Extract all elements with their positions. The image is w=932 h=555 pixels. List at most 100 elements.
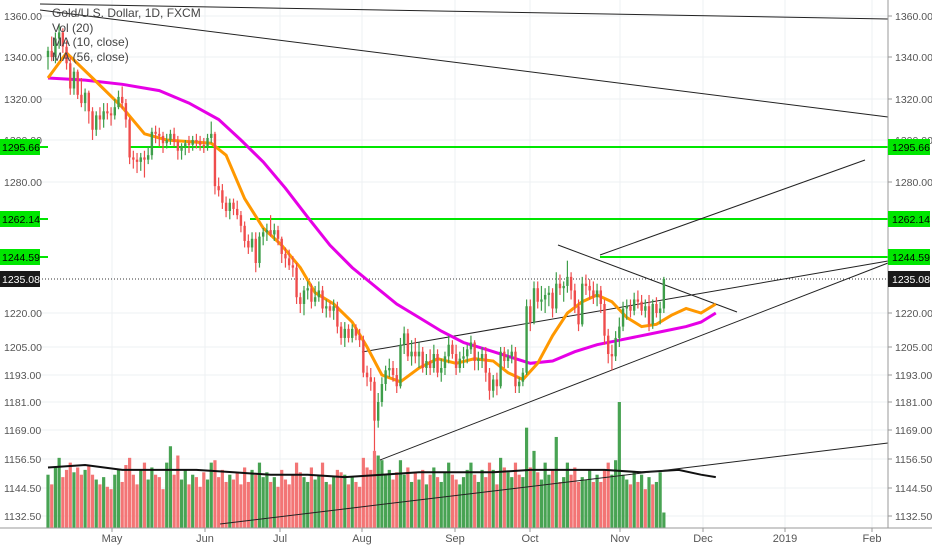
candle-body [172,133,176,142]
volume-bar [647,477,651,528]
volume-bar [495,484,499,528]
volume-bar [343,474,347,528]
candle-body [351,328,354,338]
volume-bar [272,477,276,528]
candle-body [217,186,220,191]
volume-bar [265,472,269,528]
candle-body [184,143,187,147]
candle-body [395,375,398,387]
volume-bar [658,472,662,528]
candle-body [614,337,617,357]
candle-body [469,342,473,350]
volume-bar [53,467,58,528]
candle-body [250,238,254,248]
candle-body [503,351,506,361]
candle-body [83,92,87,104]
candle-body [658,308,662,313]
volume-bar [209,462,213,528]
volume-bar [473,474,477,528]
volume-bar [398,460,403,528]
price-tick-label-left: 1156.50 [4,454,41,466]
volume-bar [328,484,332,528]
candle-body [517,381,521,387]
volume-bar [346,484,351,528]
volume-bar [124,465,128,528]
candle-body [347,328,350,338]
candle-body [154,131,157,134]
price-tick-label-left: 1205.00 [4,342,42,354]
candle-body [80,94,83,104]
candle-body [647,306,651,325]
volume-bar [447,462,451,528]
volume-bar [298,472,302,528]
candle-body [555,283,558,309]
candle-body [440,368,443,373]
volume-bar [291,474,295,528]
candle-body [454,354,458,368]
candle-body [421,351,424,368]
candle-body [480,354,484,359]
price-tick-label-left: 1320.00 [4,94,42,106]
candle-body [473,342,476,361]
volume-bar [64,469,69,528]
candle-body [629,306,632,311]
candle-body [69,63,72,89]
volume-bar [614,460,618,528]
candle-body [180,146,183,151]
volume-bar [76,467,80,528]
candle-body [87,92,91,112]
volume-bar [228,474,232,528]
candle-body [402,333,406,345]
volume-bar [573,467,577,528]
price-tick-label: 1340.00 [895,52,932,64]
trend-line [39,9,889,118]
volume-bar [57,457,61,528]
candle-body [117,96,120,108]
volume-bar [306,481,310,528]
candle-body [599,290,602,304]
volume-bar [187,484,191,528]
volume-bar [513,462,518,528]
candle-body [46,50,50,57]
candle-body [243,225,246,241]
time-tick-label: Feb [863,533,882,545]
candle-body [514,351,517,387]
volume-bar [191,474,195,528]
candle-body [521,372,525,382]
volume-bar [458,484,462,528]
volume-bar [150,467,154,528]
candle-body [139,157,142,162]
price-tick-label: 1132.50 [895,511,932,523]
candle-body [466,349,469,357]
candle-body [187,143,191,145]
time-tick-label: Aug [352,533,372,545]
candle-body [655,303,658,313]
volume-bar [510,477,514,528]
volume-bar [302,477,306,528]
volume-bar [72,472,76,528]
candle-body [644,306,647,311]
candle-body [191,140,194,145]
volume-bar [480,469,484,528]
volume-bar [165,462,169,528]
volume-bar [231,479,236,528]
price-tick-label: 1280.00 [895,177,932,189]
volume-bar [625,479,629,528]
time-tick-label: Nov [610,533,630,545]
volume-bar [532,450,536,528]
candle-body [221,190,224,203]
candle-body [247,240,250,248]
level-tag-right-label: 1262.14 [892,214,930,226]
volume-bar [254,474,258,528]
price-tick-label-left: 1340.00 [4,52,42,64]
candle-body [428,361,432,368]
legend-title: Gold/U.S. Dollar, 1D, FXCM [52,6,201,20]
candle-body [306,288,309,291]
price-tick-label-left: 1220.00 [4,308,42,320]
legend-ma1: MA (10, close) [52,35,129,49]
trend-line [557,244,738,313]
candle-body [581,283,584,325]
volume-bar [547,474,551,528]
time-tick-label: Dec [693,533,713,545]
